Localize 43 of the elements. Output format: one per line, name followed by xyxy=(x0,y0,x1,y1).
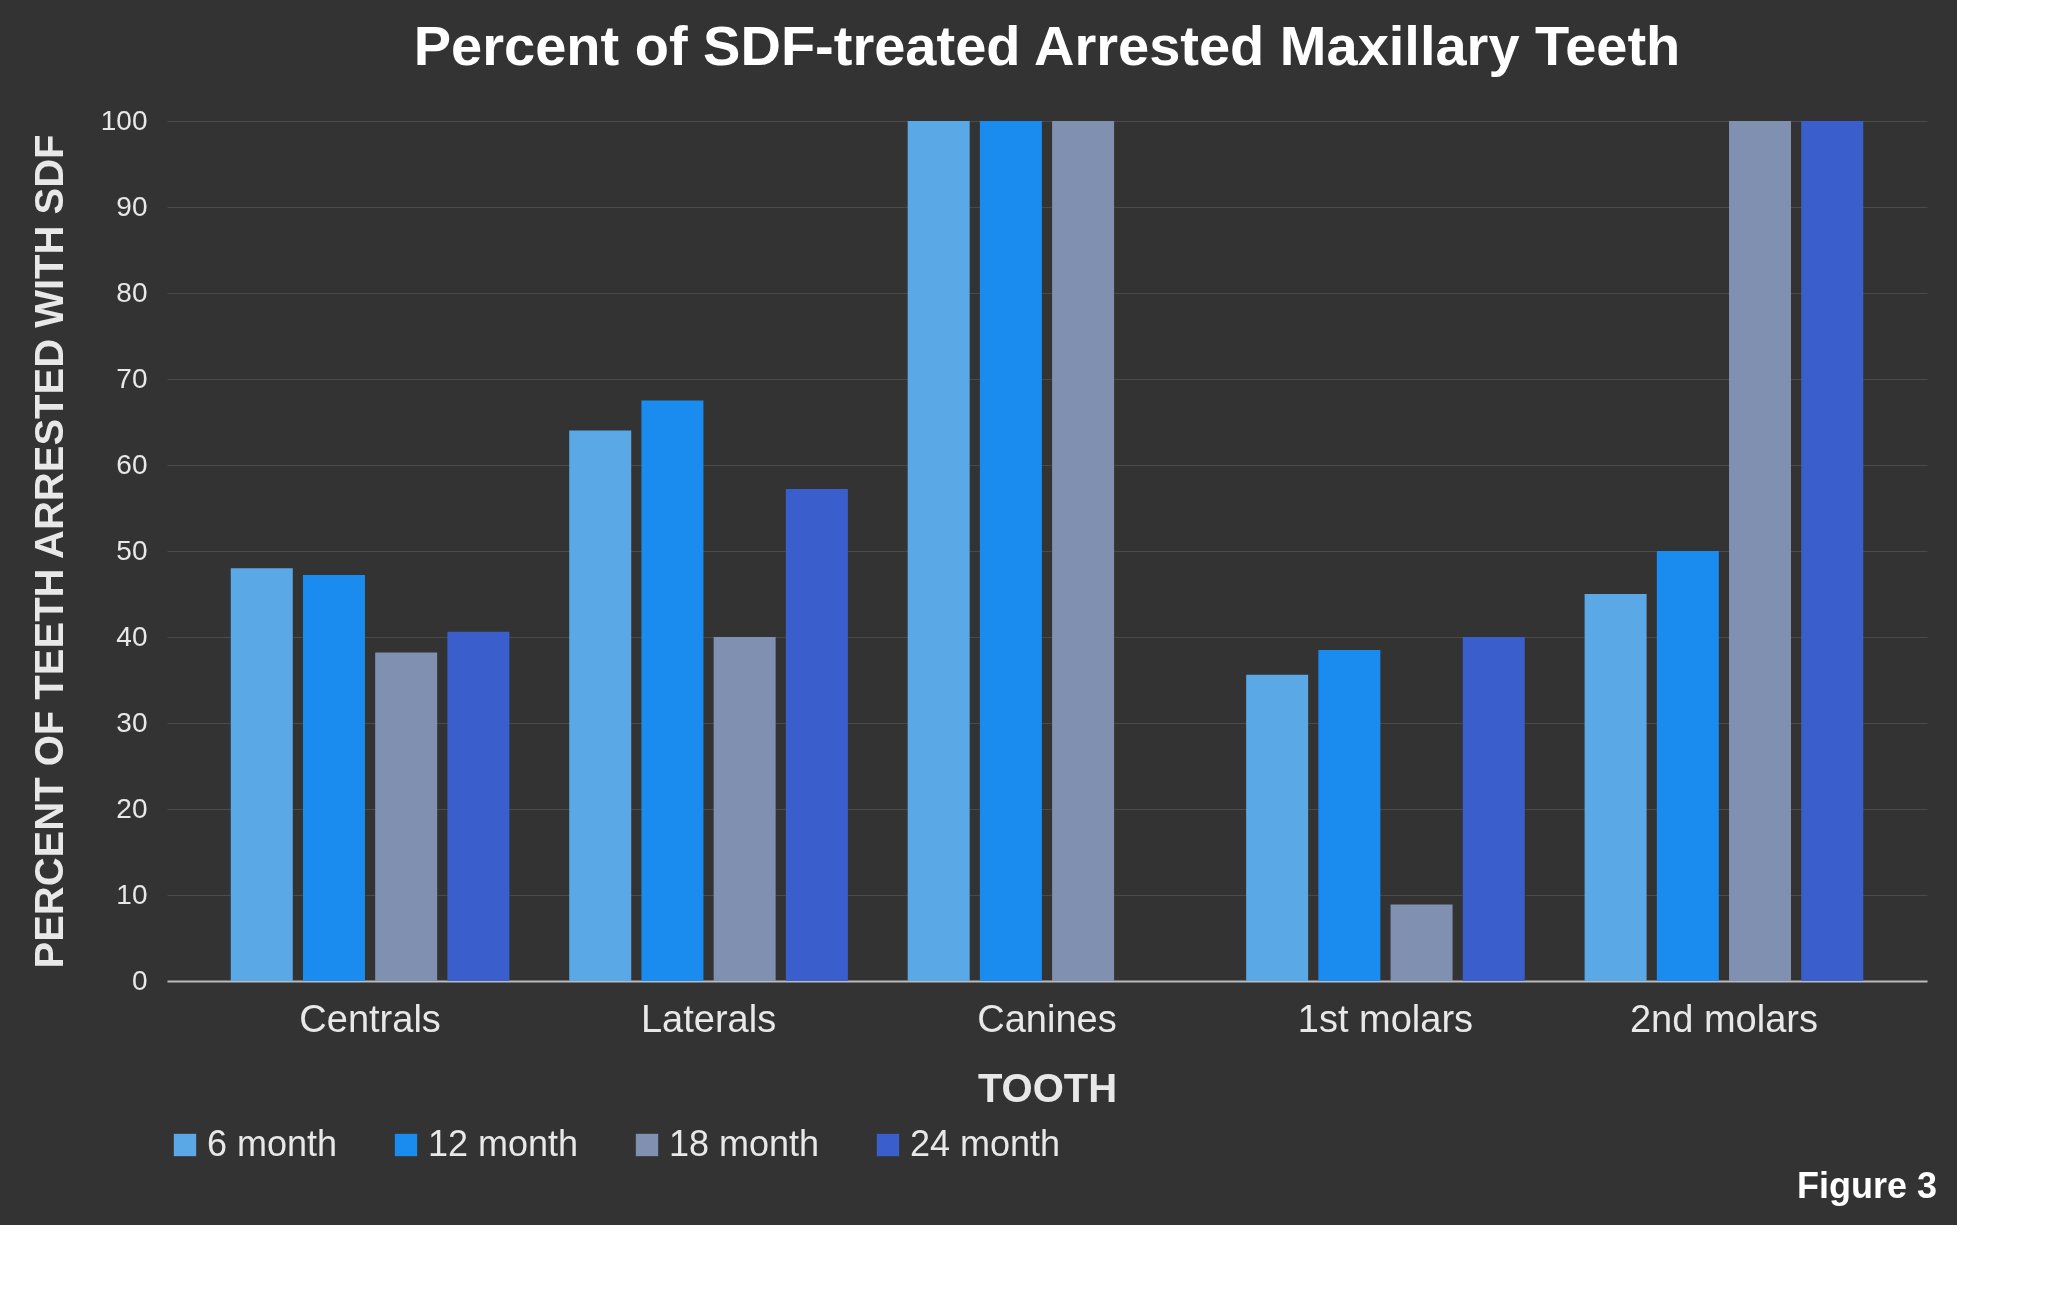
bar xyxy=(447,631,510,981)
x-tick-label: 2nd molars xyxy=(1629,997,1818,1040)
y-tick-label: 60 xyxy=(116,448,148,480)
bar xyxy=(641,400,704,981)
bar xyxy=(1318,649,1381,981)
x-axis-title: TOOTH xyxy=(977,1065,1118,1110)
bar xyxy=(569,430,632,981)
x-tick-label: Canines xyxy=(977,997,1117,1040)
y-tick-label: 40 xyxy=(116,620,148,652)
bar xyxy=(1052,121,1115,981)
x-tick-label: Centrals xyxy=(299,997,441,1040)
bar xyxy=(785,489,848,981)
bar xyxy=(907,121,970,981)
bar xyxy=(1729,121,1792,981)
bar xyxy=(979,121,1042,981)
x-tick-label: 1st molars xyxy=(1297,997,1474,1040)
bar xyxy=(713,637,776,981)
y-tick-label: 0 xyxy=(131,964,148,996)
legend-label: 6 month xyxy=(207,1123,338,1164)
y-tick-label: 90 xyxy=(116,190,148,222)
y-tick-label: 80 xyxy=(116,276,148,308)
y-tick-label: 30 xyxy=(116,706,148,738)
bar xyxy=(1656,551,1719,981)
legend-label: 18 month xyxy=(669,1123,820,1164)
y-tick-label: 50 xyxy=(116,534,148,566)
bar xyxy=(1246,674,1309,981)
bar xyxy=(375,652,438,981)
x-tick-label: Laterals xyxy=(640,997,777,1040)
legend-label: 12 month xyxy=(428,1123,579,1164)
bar xyxy=(1390,904,1453,981)
bar xyxy=(1462,637,1525,981)
legend-label: 24 month xyxy=(910,1123,1061,1164)
bar xyxy=(230,568,293,981)
y-tick-label: 70 xyxy=(116,362,148,394)
y-axis-title: PERCENT OF TEETH ARRESTED WITH SDF xyxy=(26,134,71,969)
caption: Figure 3 xyxy=(1796,1165,1937,1206)
bar xyxy=(1584,594,1647,981)
y-tick-label: 20 xyxy=(116,792,148,824)
y-tick-label: 100 xyxy=(100,104,148,136)
bar xyxy=(302,575,365,981)
bar xyxy=(1801,121,1864,981)
y-tick-label: 10 xyxy=(116,878,148,910)
chart-title: Percent of SDF-treated Arrested Maxillary Teeth xyxy=(413,14,1681,77)
